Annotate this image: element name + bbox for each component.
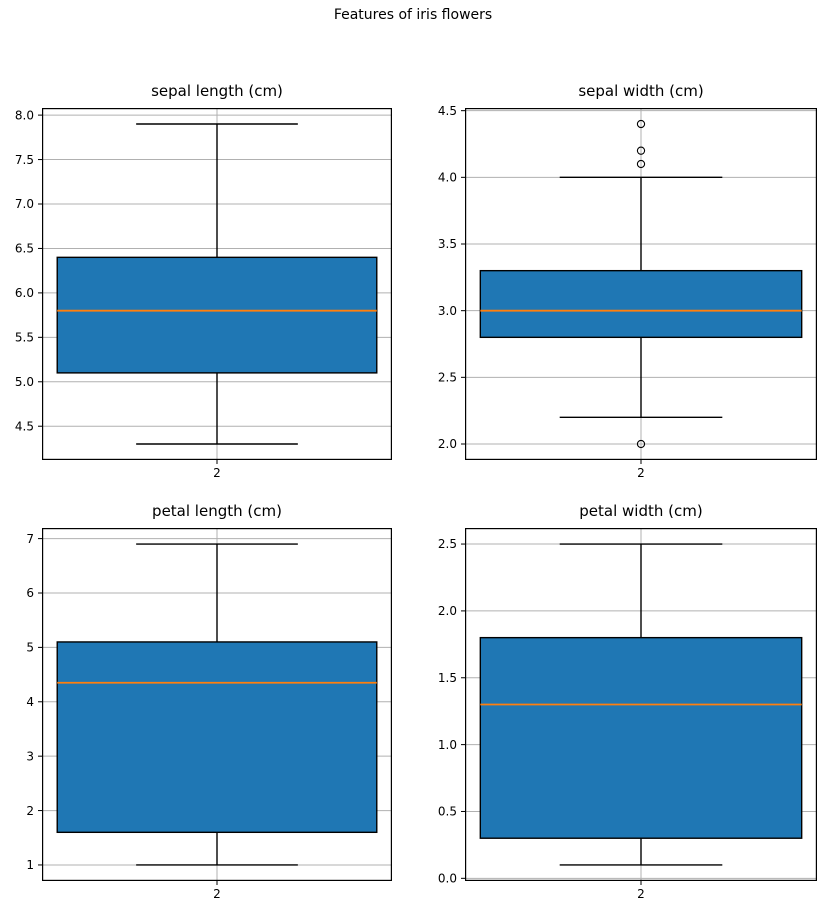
outlier-point <box>636 439 646 449</box>
y-tick-label: 5 <box>26 641 34 655</box>
y-tick-label: 1.0 <box>438 738 457 752</box>
y-tick-label: 6.0 <box>15 286 34 300</box>
y-tick-label: 3 <box>26 749 34 763</box>
axes-frame <box>465 528 817 881</box>
subplot-sepal-length: sepal length (cm) 4.5 5.0 5.5 6.0 6.5 7.0 7.5 8… <box>15 82 392 480</box>
y-tick-label: 2.5 <box>438 371 457 385</box>
y-tick-label: 4.0 <box>438 171 457 185</box>
y-tick-label: 2.5 <box>438 537 457 551</box>
y-tick-label: 4 <box>26 695 34 709</box>
axes-frame <box>42 108 392 460</box>
y-tick-label: 2.0 <box>438 437 457 451</box>
y-tick-label: 3.5 <box>438 237 457 251</box>
figure-title: Features of iris flowers <box>333 7 493 23</box>
y-tick-label: 3.0 <box>438 304 457 318</box>
axes-frame <box>465 108 817 460</box>
subplot-title-petal-length: petal length (cm) <box>152 502 282 520</box>
subplot-petal-width: petal width (cm) 0.0 0.5 1.0 1.5 2.0 2.5 2 <box>438 502 817 901</box>
y-tick-label: 5.0 <box>15 375 34 389</box>
outlier-point <box>636 146 646 155</box>
y-tick-label: 2.0 <box>438 604 457 618</box>
y-tick-label: 2 <box>26 804 34 818</box>
y-tick-label: 4.5 <box>438 104 457 118</box>
x-tick-label: 2 <box>637 887 645 901</box>
iqr-box <box>479 269 803 339</box>
x-tick-label: 2 <box>213 466 221 480</box>
subplot-title-sepal-length: sepal length (cm) <box>151 82 283 100</box>
iqr-box <box>56 641 378 834</box>
axes-petal-length: 1 2 3 4 5 6 7 2 <box>26 528 392 901</box>
y-tick-label: 5.5 <box>15 331 34 345</box>
axes-frame <box>42 528 392 881</box>
axes-sepal-width: 2.0 2.5 3.0 3.5 4.0 4.5 2 <box>438 104 817 480</box>
y-tick-label: 6 <box>26 586 34 600</box>
y-tick-label: 1 <box>26 858 34 872</box>
y-tick-label: 6.5 <box>15 242 34 256</box>
outlier-point <box>636 119 646 129</box>
subplot-petal-length: petal length (cm) 1 2 3 4 5 6 7 2 <box>26 502 392 901</box>
y-tick-label: 4.5 <box>15 419 34 433</box>
iqr-box <box>56 256 378 374</box>
subplot-title-sepal-width: sepal width (cm) <box>578 82 704 100</box>
y-tick-label: 1.5 <box>438 671 457 685</box>
x-tick-label: 2 <box>637 466 645 480</box>
y-tick-label: 7.0 <box>15 197 34 211</box>
subplot-sepal-width: sepal width (cm) 2.0 2.5 3.0 3.5 4.0 4.5 2 <box>438 82 817 480</box>
x-tick-label: 2 <box>213 887 221 901</box>
y-tick-label: 0.5 <box>438 805 457 819</box>
axes-sepal-length: 4.5 5.0 5.5 6.0 6.5 7.0 7.5 8.0 2 <box>15 108 392 480</box>
y-tick-label: 7 <box>26 532 34 546</box>
y-tick-label: 0.0 <box>438 872 457 886</box>
y-tick-label: 8.0 <box>15 108 34 122</box>
subplot-title-petal-width: petal width (cm) <box>579 502 703 520</box>
y-tick-label: 7.5 <box>15 153 34 167</box>
iqr-box <box>479 636 803 839</box>
axes-petal-width: 0.0 0.5 1.0 1.5 2.0 2.5 2 <box>438 528 817 901</box>
outlier-point <box>636 159 646 169</box>
